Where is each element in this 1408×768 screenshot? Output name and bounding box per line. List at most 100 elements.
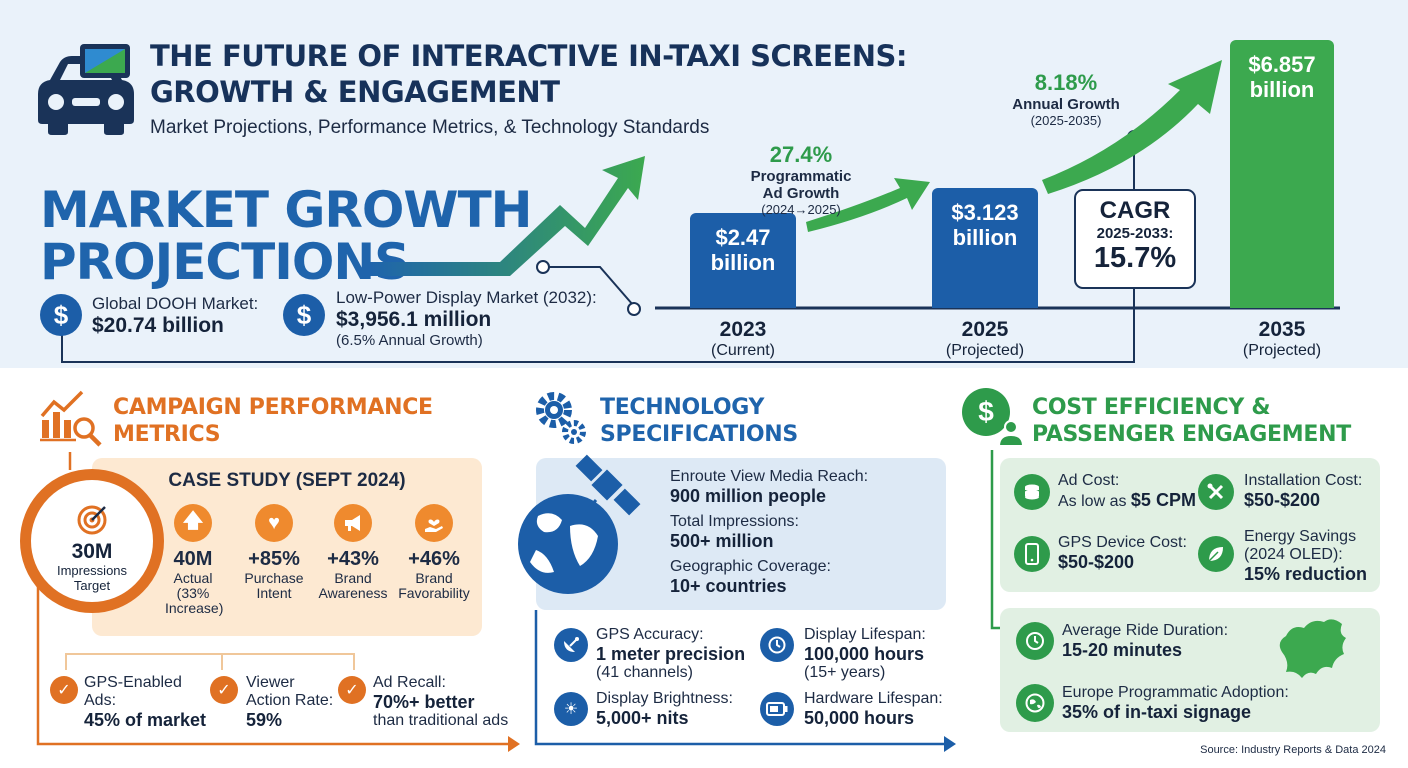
gps-device-label: GPS Device Cost: (1058, 534, 1187, 551)
market-chart-graphics (61, 60, 1340, 363)
globe-europe-icon (1016, 684, 1054, 722)
title-line-2: GROWTH & ENGAGEMENT (150, 75, 560, 109)
cagr-label: CAGR (1099, 197, 1171, 224)
leaf-icon (1198, 536, 1234, 572)
ad-cost-item: Ad Cost: As low as $5 CPM (1058, 472, 1196, 511)
gps-accuracy-label: GPS Accuracy: (596, 626, 704, 643)
gps-ads-value: 45% of market (84, 710, 207, 730)
cost-panel (1000, 458, 1380, 592)
europe-map-icon (1279, 619, 1346, 678)
market-heading-line-1: MARKET GROWTH (40, 181, 533, 239)
heart-icon: ♥ (255, 504, 293, 542)
impressions-target-ring: 30M Impressions Target (20, 469, 164, 613)
metric-purchase-line-2: Intent (256, 585, 292, 601)
metric-favorability-value: +46% (408, 548, 460, 570)
target-line-2: Target (73, 578, 111, 593)
annual-pct: 8.18% (1034, 70, 1098, 95)
ride-clock-icon (1016, 622, 1054, 660)
annual-growth-note: 8.18% Annual Growth (2025-2035) (1004, 70, 1128, 128)
bar-2023: $2.47 billion (690, 213, 796, 308)
energy-value: 15% reduction (1244, 564, 1368, 584)
programmatic-pct: 27.4% (769, 142, 833, 167)
ad-recall-stat: Ad Recall: 70%+ better than traditional … (373, 674, 508, 730)
chart-magnifier-icon (40, 390, 102, 447)
ad-cost-value: $5 CPM (1130, 490, 1196, 510)
metric-favorability-line-2: Favorability (398, 585, 470, 601)
year-2023-status: (Current) (710, 342, 775, 359)
annual-period: (2025-2035) (1030, 113, 1102, 128)
satellite-dish-icon (554, 628, 588, 662)
cost-heading-line-2: PASSENGER ENGAGEMENT (1032, 422, 1351, 447)
metric-actual-line-1: Actual (173, 570, 213, 586)
year-label-2023: 2023 (Current) (673, 318, 813, 360)
hand-heart-icon (415, 504, 453, 542)
gps-device-value: $50-$200 (1058, 552, 1135, 572)
dooh-label: Global DOOH Market: (92, 294, 259, 313)
clock-icon (760, 628, 794, 662)
reach-value-3: 10+ countries (670, 576, 787, 596)
reach-label-3: Geographic Coverage: (670, 558, 831, 575)
taxi-screen-icon (34, 40, 138, 136)
metric-purchase-value: +85% (248, 548, 300, 570)
metric-favorability-line-1: Brand (415, 570, 453, 586)
hardware-lifespan-value: 50,000 hours (804, 708, 915, 728)
tech-connectors (534, 610, 956, 752)
dooh-dollar-icon: $ (40, 294, 82, 336)
annual-growth-arrow (1042, 60, 1222, 194)
globe-satellite-icon (518, 454, 641, 594)
energy-label-2: (2024 OLED): (1244, 546, 1343, 563)
hardware-lifespan-label: Hardware Lifespan: (804, 690, 943, 707)
viewer-line-1: Viewer (246, 674, 295, 691)
year-label-2025: 2025 (Projected) (915, 318, 1055, 360)
gps-accuracy-value: 1 meter precision (596, 644, 746, 664)
case-study-title: CASE STUDY (SEPT 2024) (168, 470, 406, 491)
lowpower-label: Low-Power Display Market (2032): (336, 288, 597, 307)
programmatic-growth-note: 27.4% Programmatic Ad Growth (2024→2025) (742, 142, 860, 217)
ride-duration-value: 15-20 minutes (1062, 640, 1183, 660)
tools-icon (1198, 474, 1234, 510)
metric-awareness-line-1: Brand (334, 570, 372, 586)
tech-heading: TECHNOLOGY SPECIFICATIONS (600, 394, 798, 448)
viewer-line-2: Action Rate: (246, 692, 334, 709)
programmatic-arrow (806, 178, 930, 232)
programmatic-line-2: Ad Growth (762, 185, 840, 202)
coins-icon (1014, 474, 1050, 510)
bar-2025-value-1: $3.123 (951, 200, 1019, 225)
lowpower-value: $3,956.1 million (336, 308, 492, 331)
brightness-spec: Display Brightness: 5,000+ nits (596, 690, 733, 728)
gps-ads-line-2: Ads: (84, 692, 117, 709)
dollar-person-icon: $ (962, 388, 1025, 450)
brightness-label: Display Brightness: (596, 690, 733, 707)
energy-label: Energy Savings (1244, 528, 1357, 545)
title-line-1: THE FUTURE OF INTERACTIVE IN-TAXI SCREEN… (150, 39, 908, 73)
connector-line-left (543, 266, 634, 306)
metric-actual-line-3: Increase) (165, 600, 224, 616)
reach-list: Enroute View Media Reach: 900 million pe… (670, 468, 868, 596)
installation-cost-item: Installation Cost: $50-$200 (1244, 472, 1362, 510)
campaign-heading-line-2: METRICS (113, 422, 221, 447)
ride-duration-item: Average Ride Duration: 15-20 minutes (1062, 622, 1228, 660)
bar-2035-value-2: billion (1249, 77, 1315, 102)
reach-label-2: Total Impressions: (670, 513, 799, 530)
check-icon-viewer: ✓ (210, 676, 238, 704)
recall-line-3: than traditional ads (373, 712, 509, 729)
check-icon-recall: ✓ (338, 676, 366, 704)
metric-purchase-line-1: Purchase (244, 570, 304, 586)
page-subtitle: Market Projections, Performance Metrics,… (150, 117, 710, 138)
market-growth-heading: MARKET GROWTH PROJECTIONS (40, 181, 533, 288)
lowpower-note: (6.5% Annual Growth) (336, 332, 483, 349)
reach-value-1: 900 million people (670, 486, 827, 506)
cost-heading-line-1: COST EFFICIENCY & (1032, 395, 1271, 420)
viewer-value: 59% (246, 710, 283, 730)
metric-awareness-line-2: Awareness (318, 585, 388, 601)
target-line-1: Impressions (56, 563, 128, 578)
display-lifespan-value: 100,000 hours (804, 644, 925, 664)
year-2023: 2023 (719, 318, 767, 341)
recall-line-1: Ad Recall: (373, 674, 446, 691)
cagr-period: 2025-2033: (1096, 225, 1174, 242)
dooh-stat: Global DOOH Market: $20.74 billion (92, 294, 258, 338)
cagr-value: 15.7% (1093, 242, 1177, 274)
reach-label-1: Enroute View Media Reach: (670, 468, 869, 485)
brightness-value: 5,000+ nits (596, 708, 689, 728)
arrow-up-icon: 🡅 (174, 504, 212, 542)
